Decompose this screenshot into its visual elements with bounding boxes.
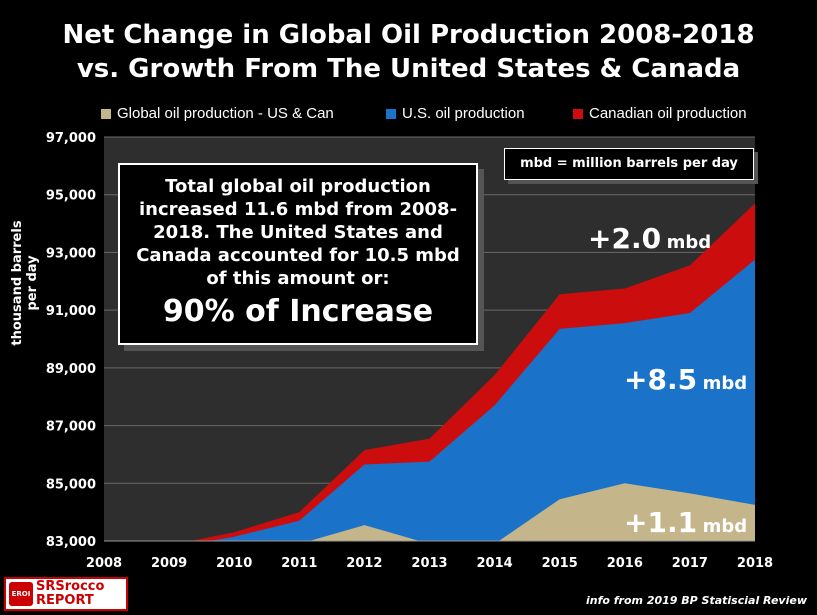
annotation-canada-unit: mbd xyxy=(666,232,712,253)
x-tick-label-8: 2016 xyxy=(607,556,643,571)
x-tick-label-0: 2008 xyxy=(86,556,122,571)
y-tick-label-1: 85,000 xyxy=(46,477,96,492)
annotation-us: +8.5 mbd xyxy=(624,363,747,396)
y-tick-label-0: 83,000 xyxy=(46,535,96,550)
x-tick-label-3: 2011 xyxy=(281,556,317,571)
x-tick-label-4: 2012 xyxy=(346,556,382,571)
srsrocco-logo: EROI SRSrocco REPORT xyxy=(4,577,128,611)
legend-item-global: Global oil production - US & Can xyxy=(101,104,334,124)
legend-swatch-canada xyxy=(573,109,583,119)
source-note: info from 2019 BP Statiscial Review xyxy=(586,594,807,607)
x-tick-label-9: 2017 xyxy=(672,556,708,571)
legend-swatch-us xyxy=(386,109,396,119)
title-line-2: vs. Growth From The United States & Cana… xyxy=(76,54,741,84)
annotation-canada-value: +2.0 xyxy=(588,222,662,255)
callout-box: Total global oil production increased 11… xyxy=(118,163,478,345)
eroi-logo-icon: EROI xyxy=(9,582,33,606)
y-tick-label-6: 95,000 xyxy=(46,189,96,204)
y-tick-label-3: 89,000 xyxy=(46,362,96,377)
chart-title: Net Change in Global Oil Production 2008… xyxy=(0,18,817,86)
legend-item-us: U.S. oil production xyxy=(386,104,525,124)
callout-highlight: 90% of Increase xyxy=(162,294,434,329)
annotation-global-unit: mbd xyxy=(702,516,748,537)
legend-item-canada: Canadian oil production xyxy=(573,104,747,124)
x-tick-label-1: 2009 xyxy=(151,556,187,571)
y-tick-label-4: 91,000 xyxy=(46,304,96,319)
legend: Global oil production - US & Can U.S. oi… xyxy=(0,104,817,126)
legend-label-global: Global oil production - US & Can xyxy=(117,105,334,122)
unit-note-box: mbd = million barrels per day xyxy=(504,148,754,180)
callout-text: Total global oil production increased 11… xyxy=(136,176,460,289)
x-tick-label-7: 2015 xyxy=(542,556,578,571)
y-tick-label-5: 93,000 xyxy=(46,246,96,261)
annotation-global: +1.1 mbd xyxy=(624,506,747,539)
y-tick-label-2: 87,000 xyxy=(46,420,96,435)
x-tick-label-10: 2018 xyxy=(737,556,773,571)
y-axis-label: thousand barrels per day xyxy=(10,220,40,346)
y-tick-label-7: 97,000 xyxy=(46,131,96,146)
area-us xyxy=(104,259,755,541)
x-tick-label-5: 2013 xyxy=(411,556,447,571)
legend-label-canada: Canadian oil production xyxy=(589,105,747,122)
annotation-global-value: +1.1 xyxy=(624,506,698,539)
legend-swatch-global xyxy=(101,109,111,119)
title-line-1: Net Change in Global Oil Production 2008… xyxy=(62,20,755,50)
area-global xyxy=(104,483,755,541)
annotation-us-unit: mbd xyxy=(702,373,748,394)
annotation-us-value: +8.5 xyxy=(624,363,698,396)
legend-label-us: U.S. oil production xyxy=(402,105,525,122)
logo-text: SRSrocco REPORT xyxy=(36,579,105,608)
x-tick-label-2: 2010 xyxy=(216,556,252,571)
annotation-canada: +2.0 mbd xyxy=(588,222,711,255)
series-group xyxy=(104,203,755,541)
x-tick-label-6: 2014 xyxy=(477,556,513,571)
